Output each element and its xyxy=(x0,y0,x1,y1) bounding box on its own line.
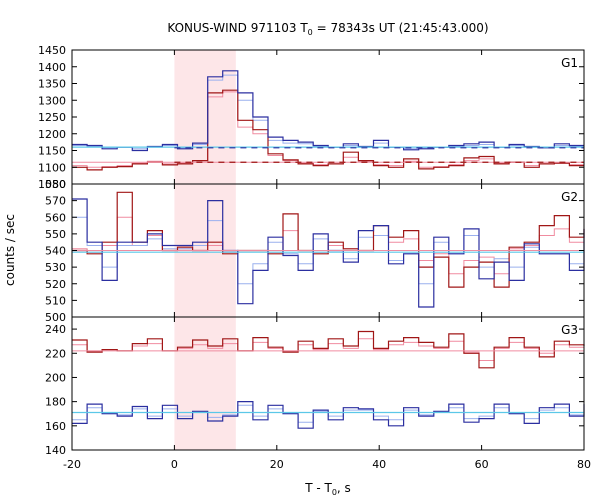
series-model-blue xyxy=(72,74,584,150)
y-tick-label: 140 xyxy=(45,444,66,457)
panel-g2: 500 510 520 530 540 550 560 570 580 G2 xyxy=(45,178,585,324)
x-tick-label: 60 xyxy=(475,458,489,471)
y-tick-label: 550 xyxy=(45,228,66,241)
chart-title: KONUS-WIND 971103 T0 = 78343s UT (21:45:… xyxy=(167,21,488,37)
x-tick-label: 20 xyxy=(270,458,284,471)
y-tick-label: 240 xyxy=(45,323,66,336)
x-tick-label: 80 xyxy=(577,458,591,471)
y-tick-label: 1300 xyxy=(38,94,66,107)
y-tick-label: 570 xyxy=(45,195,66,208)
x-tick-label: 0 xyxy=(171,458,178,471)
panel-g1: 1050 1100 1150 1200 1250 1300 1350 1400 1450 G1 xyxy=(38,44,585,191)
y-tick-label: 160 xyxy=(45,420,66,433)
highlight-interval xyxy=(174,317,236,450)
y-tick-label: 510 xyxy=(45,294,66,307)
x-axis-label: T - T0, s xyxy=(304,481,351,497)
panel-label: G2 xyxy=(561,190,578,204)
y-tick-label: 1050 xyxy=(38,178,66,191)
x-tick-label: -20 xyxy=(63,458,81,471)
y-tick-label: 1350 xyxy=(38,78,66,91)
panel-label: G1 xyxy=(561,56,578,70)
y-tick-label: 180 xyxy=(45,396,66,409)
y-tick-label: 560 xyxy=(45,211,66,224)
series-red xyxy=(72,330,585,369)
y-tick-label: 540 xyxy=(45,245,66,258)
y-tick-label: 580 xyxy=(45,178,66,191)
y-tick-label: 1400 xyxy=(38,61,66,74)
y-tick-label: 1450 xyxy=(38,44,66,57)
y-tick-label: 500 xyxy=(45,311,66,324)
y-tick-label: 530 xyxy=(45,261,66,274)
y-tick-label: 200 xyxy=(45,371,66,384)
x-tick-label: 40 xyxy=(372,458,386,471)
y-tick-label: 1100 xyxy=(38,161,66,174)
highlight-interval xyxy=(174,50,236,184)
series-blue xyxy=(72,401,585,429)
y-tick-label: 1250 xyxy=(38,111,66,124)
y-tick-label: 520 xyxy=(45,278,66,291)
y-tick-label: 1150 xyxy=(38,145,66,158)
y-axis-label: counts / sec xyxy=(3,214,17,286)
panel-label: G3 xyxy=(561,323,578,337)
panel-frame xyxy=(71,316,585,451)
series-model-red xyxy=(72,91,584,168)
y-tick-label: 1200 xyxy=(38,128,66,141)
series-red xyxy=(72,89,584,171)
series-blue xyxy=(72,70,584,152)
panel-g3: 140 160 180 200 220 240 G3 xyxy=(45,316,585,457)
y-tick-label: 220 xyxy=(45,347,66,360)
